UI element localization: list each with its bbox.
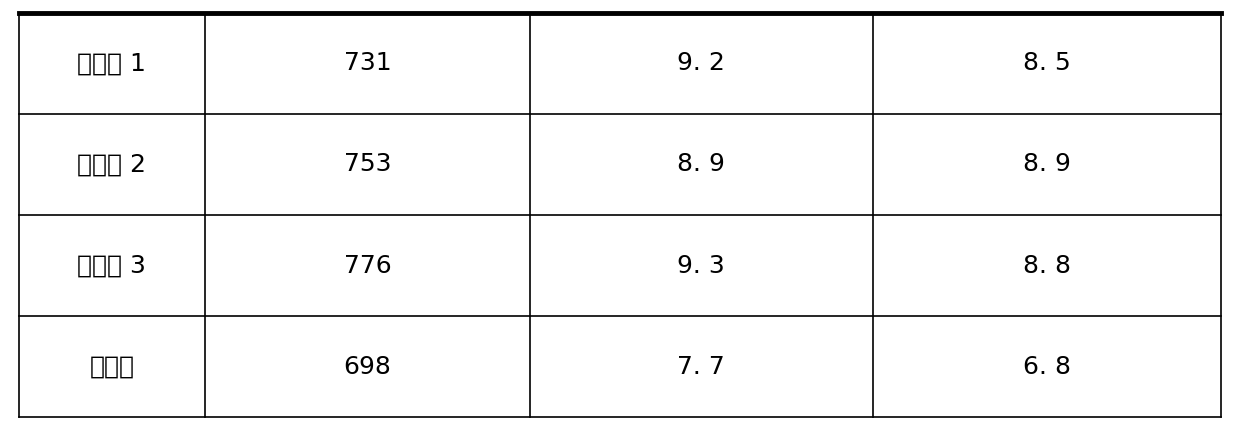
Text: 731: 731 — [343, 52, 392, 75]
Text: 实施例 2: 实施例 2 — [77, 153, 146, 176]
Text: 9. 3: 9. 3 — [677, 254, 725, 277]
Text: 8. 8: 8. 8 — [1023, 254, 1071, 277]
Text: 7. 7: 7. 7 — [677, 355, 725, 378]
Text: 对照例: 对照例 — [89, 355, 134, 378]
Text: 8. 5: 8. 5 — [1023, 52, 1071, 75]
Text: 实施例 1: 实施例 1 — [77, 52, 146, 75]
Text: 6. 8: 6. 8 — [1023, 355, 1071, 378]
Text: 776: 776 — [343, 254, 392, 277]
Text: 753: 753 — [343, 153, 391, 176]
Text: 8. 9: 8. 9 — [677, 153, 725, 176]
Text: 8. 9: 8. 9 — [1023, 153, 1071, 176]
Text: 9. 2: 9. 2 — [677, 52, 725, 75]
Text: 实施例 3: 实施例 3 — [77, 254, 146, 277]
Text: 698: 698 — [343, 355, 392, 378]
